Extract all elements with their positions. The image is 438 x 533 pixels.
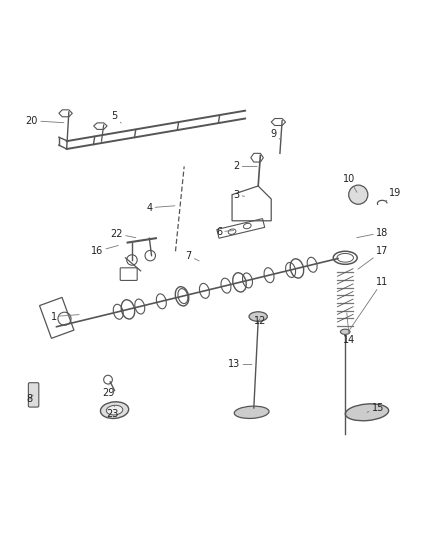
Text: 8: 8 (27, 394, 33, 404)
Text: 6: 6 (216, 227, 233, 237)
Text: 13: 13 (228, 359, 252, 369)
Text: 29: 29 (102, 385, 114, 398)
Text: 17: 17 (358, 246, 389, 269)
Text: 20: 20 (26, 116, 64, 126)
Circle shape (349, 185, 368, 204)
Text: 4: 4 (146, 203, 175, 213)
Text: 11: 11 (350, 277, 389, 329)
Text: 9: 9 (270, 129, 281, 140)
Text: 15: 15 (367, 403, 384, 413)
Ellipse shape (106, 405, 123, 415)
Text: 5: 5 (111, 111, 121, 123)
Text: 14: 14 (343, 313, 356, 345)
Text: 10: 10 (343, 174, 357, 192)
Text: 16: 16 (91, 246, 118, 256)
Text: 1: 1 (50, 312, 79, 321)
Text: 22: 22 (110, 229, 136, 239)
Text: 12: 12 (254, 316, 267, 326)
Text: 2: 2 (233, 161, 257, 172)
FancyBboxPatch shape (28, 383, 39, 407)
Text: 18: 18 (357, 228, 389, 238)
Ellipse shape (100, 402, 129, 418)
Ellipse shape (249, 312, 267, 321)
Ellipse shape (340, 329, 350, 334)
Text: 23: 23 (106, 406, 119, 419)
Text: 3: 3 (233, 190, 244, 200)
Text: 7: 7 (185, 251, 199, 261)
Ellipse shape (345, 404, 389, 421)
Ellipse shape (234, 406, 269, 418)
Text: 19: 19 (385, 188, 401, 201)
Bar (39, 297, 74, 338)
